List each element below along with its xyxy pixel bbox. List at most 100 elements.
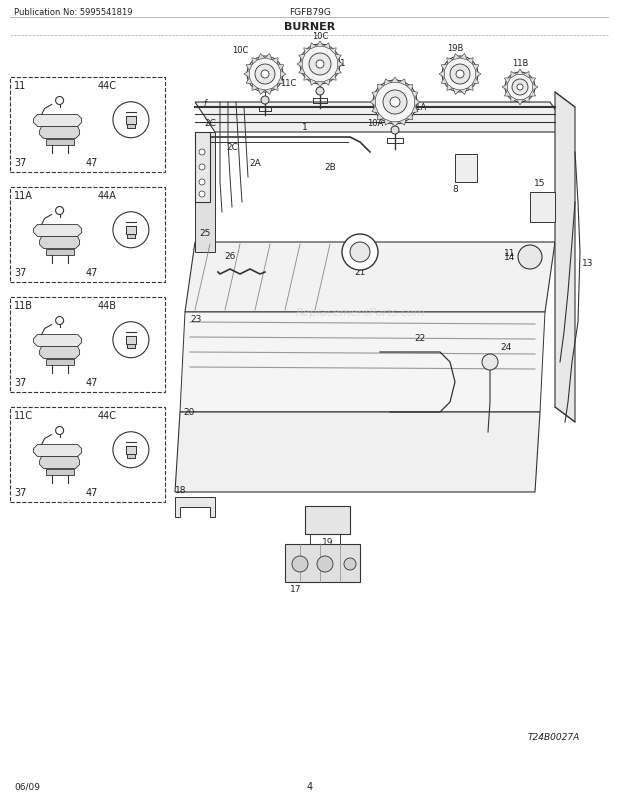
Text: 19: 19 <box>322 537 334 546</box>
Bar <box>126 446 136 454</box>
Circle shape <box>383 91 407 115</box>
Circle shape <box>482 354 498 371</box>
Polygon shape <box>406 85 413 91</box>
Polygon shape <box>299 55 305 62</box>
Text: 14: 14 <box>503 253 515 262</box>
Polygon shape <box>310 80 316 86</box>
Text: 11: 11 <box>335 59 345 67</box>
Bar <box>455 155 477 183</box>
Circle shape <box>517 85 523 91</box>
Polygon shape <box>297 62 303 68</box>
Circle shape <box>391 127 399 135</box>
Polygon shape <box>523 97 529 103</box>
Text: 25: 25 <box>199 229 211 237</box>
Polygon shape <box>384 80 391 87</box>
Text: 10C: 10C <box>232 46 248 55</box>
Polygon shape <box>278 79 284 85</box>
Circle shape <box>199 164 205 171</box>
Circle shape <box>316 88 324 96</box>
Text: 20: 20 <box>183 407 195 416</box>
Polygon shape <box>472 65 479 71</box>
Polygon shape <box>46 469 74 475</box>
Circle shape <box>512 80 528 96</box>
Text: 2A: 2A <box>249 158 261 168</box>
Polygon shape <box>372 107 378 114</box>
Bar <box>127 454 135 458</box>
Bar <box>10 78 165 172</box>
Circle shape <box>199 192 205 198</box>
Polygon shape <box>555 93 575 423</box>
Text: Publication No: 5995541819: Publication No: 5995541819 <box>14 8 133 17</box>
Polygon shape <box>246 65 252 71</box>
Polygon shape <box>516 100 523 106</box>
Bar <box>10 298 165 392</box>
Polygon shape <box>335 55 341 62</box>
Polygon shape <box>33 445 82 457</box>
Polygon shape <box>505 79 511 84</box>
Polygon shape <box>330 49 336 55</box>
Polygon shape <box>310 43 316 50</box>
Polygon shape <box>505 91 511 97</box>
Polygon shape <box>467 59 473 65</box>
Text: 44C: 44C <box>97 81 117 91</box>
Polygon shape <box>378 114 384 120</box>
Text: ReplacementParts.com: ReplacementParts.com <box>295 308 425 318</box>
Polygon shape <box>502 84 507 91</box>
Text: 18: 18 <box>175 485 187 494</box>
Text: 11A: 11A <box>14 191 33 200</box>
Circle shape <box>56 97 64 105</box>
Polygon shape <box>412 91 418 99</box>
Text: 15: 15 <box>534 179 546 188</box>
Bar <box>126 336 136 344</box>
Circle shape <box>342 235 378 270</box>
Circle shape <box>261 71 269 79</box>
Polygon shape <box>476 71 481 79</box>
Polygon shape <box>40 128 79 140</box>
Text: 10C: 10C <box>312 32 328 41</box>
Circle shape <box>344 558 356 570</box>
Circle shape <box>300 45 340 85</box>
Polygon shape <box>252 59 258 65</box>
Polygon shape <box>391 123 399 128</box>
Text: 11A: 11A <box>410 103 426 112</box>
Polygon shape <box>439 71 445 79</box>
Bar <box>126 116 136 124</box>
Polygon shape <box>415 99 420 107</box>
Polygon shape <box>40 347 79 359</box>
Polygon shape <box>258 55 265 60</box>
Polygon shape <box>33 115 82 128</box>
Polygon shape <box>335 68 341 75</box>
Polygon shape <box>453 89 460 95</box>
Text: 1: 1 <box>302 124 308 132</box>
Polygon shape <box>316 42 324 47</box>
Polygon shape <box>265 55 272 60</box>
Polygon shape <box>33 335 82 347</box>
Text: 21: 21 <box>354 268 366 277</box>
Text: 8: 8 <box>452 184 458 194</box>
Text: 11: 11 <box>14 81 26 91</box>
Polygon shape <box>324 43 330 50</box>
Polygon shape <box>46 140 74 145</box>
Polygon shape <box>523 72 529 79</box>
Text: 37: 37 <box>14 378 27 387</box>
Polygon shape <box>195 133 210 203</box>
Circle shape <box>56 427 64 435</box>
Text: 11C: 11C <box>280 79 296 87</box>
Bar <box>10 188 165 282</box>
Polygon shape <box>46 359 74 365</box>
Polygon shape <box>338 62 343 68</box>
Text: 37: 37 <box>14 158 27 168</box>
Polygon shape <box>33 225 82 237</box>
Polygon shape <box>453 55 460 60</box>
Polygon shape <box>46 249 74 255</box>
Text: 2C: 2C <box>204 119 216 128</box>
Polygon shape <box>299 68 305 75</box>
Text: 17: 17 <box>290 585 301 593</box>
Polygon shape <box>406 114 413 120</box>
Polygon shape <box>278 65 284 71</box>
Text: 11: 11 <box>504 248 516 257</box>
Text: 13: 13 <box>582 258 593 267</box>
Polygon shape <box>399 80 406 87</box>
Polygon shape <box>304 75 310 81</box>
Circle shape <box>505 73 535 103</box>
